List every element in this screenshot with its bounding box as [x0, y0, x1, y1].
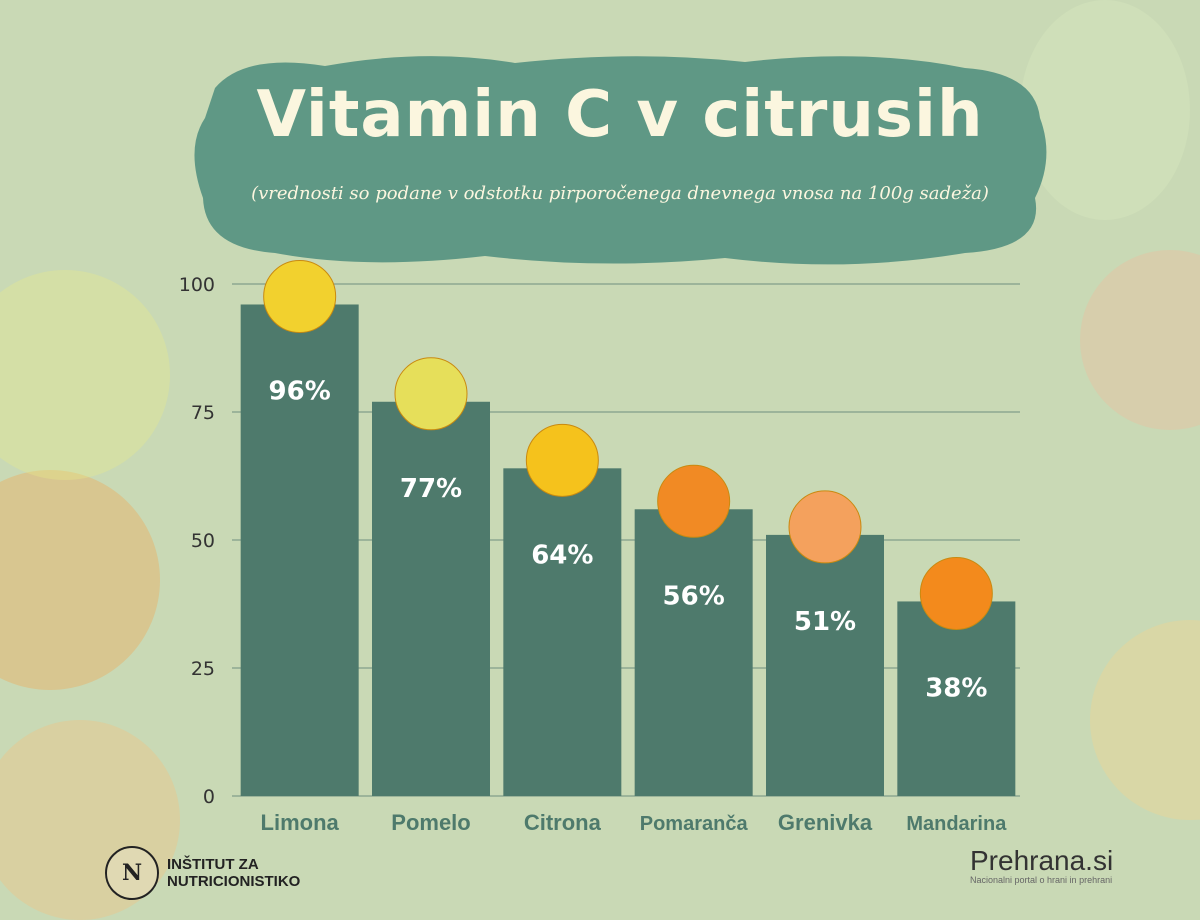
brand-tagline: Nacionalni portal o hrani in prehrani	[970, 875, 1113, 885]
bar-pomaranča	[634, 509, 753, 796]
x-category-label: Mandarina	[906, 813, 1007, 835]
y-tick-label: 50	[191, 530, 215, 552]
y-tick-label: 25	[191, 658, 215, 680]
institute-logo: N INŠTITUT ZA NUTRICIONISTIKO	[105, 846, 300, 900]
bar-pomelo	[372, 401, 490, 796]
bar-value-label: 77%	[400, 474, 462, 504]
citron-icon	[525, 423, 599, 497]
institute-seal-icon: N	[105, 846, 159, 900]
bar-citrona	[503, 468, 622, 796]
page-subtitle: (vrednosti so podane v odstotku pirporoč…	[251, 183, 989, 204]
bar-grenivka	[766, 534, 884, 796]
lemon-icon	[263, 259, 337, 333]
bar-limona	[240, 304, 359, 796]
institute-name-line1: INŠTITUT ZA	[167, 856, 259, 873]
y-tick-label: 0	[203, 786, 215, 808]
bar-value-label: 38%	[925, 673, 987, 703]
y-tick-label: 100	[179, 274, 215, 296]
background-lemon-icon	[0, 270, 170, 480]
banner-shape	[194, 56, 1047, 265]
y-tick-label: 75	[191, 402, 215, 424]
mandarin-icon	[919, 556, 993, 630]
page-title: Vitamin C v citrusih	[256, 78, 984, 152]
bar-value-label: 56%	[663, 581, 725, 611]
x-category-label: Pomelo	[391, 810, 470, 835]
bar-value-label: 96%	[269, 376, 331, 406]
brand-name: Prehrana.si	[970, 845, 1114, 876]
institute-name-line2: NUTRICIONISTIKO	[167, 873, 301, 890]
prehrana-logo: Prehrana.si Nacionalni portal o hrani in…	[970, 845, 1160, 885]
orange-icon	[657, 464, 731, 538]
bar-chart: 0 25 50 75 100 96% Limona 77% Pomelo 64% Citrona 56…	[179, 259, 1020, 835]
x-category-label: Citrona	[524, 810, 602, 835]
institute-name: INŠTITUT ZA NUTRICIONISTIKO	[167, 856, 300, 890]
bar-value-label: 64%	[531, 540, 593, 570]
x-category-label: Pomaranča	[640, 813, 749, 835]
bar-mandarina	[897, 601, 1016, 796]
background-lime-slice-icon	[1020, 0, 1190, 220]
title-banner: Vitamin C v citrusih (vrednosti so podan…	[185, 48, 1055, 273]
x-category-label: Grenivka	[778, 810, 873, 835]
x-category-label: Limona	[261, 810, 340, 835]
grapefruit-icon	[788, 490, 862, 564]
pomelo-icon	[394, 357, 468, 431]
bar-value-label: 51%	[794, 607, 856, 637]
